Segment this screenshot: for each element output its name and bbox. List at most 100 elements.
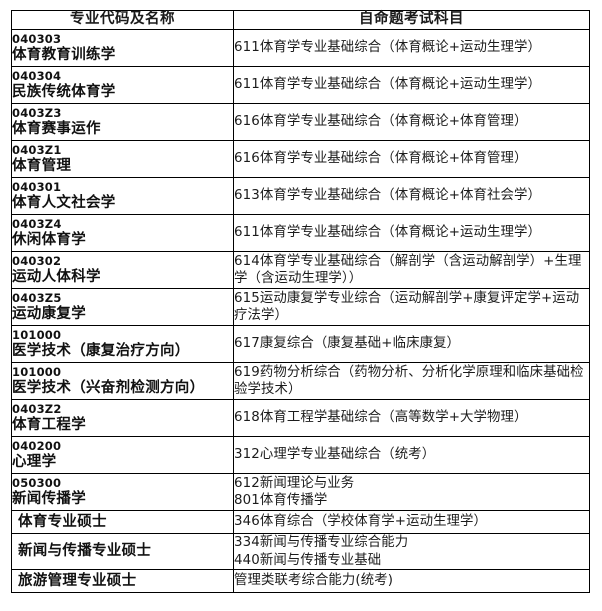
exam-subject-line: 管理类联考综合能力(统考) [234,573,394,589]
cell-program-code-name: 040302 运动人体科学 [11,251,234,289]
table-body: 040303 体育教育训练学 611体育学专业基础综合（体育概论+运动生理学） 040… [11,29,590,593]
program-name: 新闻传播学 [12,491,86,507]
table-row: 0403Z4 休闲体育学 611体育学专业基础综合（体育概论+运动生理学） [11,214,590,252]
exam-subject-line: 346体育综合（学校体育学+运动生理学） [234,514,488,530]
program-name: 休闲体育学 [12,232,86,248]
program-name: 医学技术（康复治疗方向） [12,343,190,359]
program-name: 民族传统体育学 [12,84,116,100]
exam-subject-line: 615运动康复学专业综合（运动解剖学+康复评定学+运动疗法学） [234,290,580,324]
cell-program-code-name: 旅游管理专业硕士 [11,569,234,593]
table-header: 专业代码及名称 自命题考试科目 [11,10,590,30]
exam-subject-line: 619药物分析综合（药物分析、分析化学原理和临床基础检验学技术） [234,364,584,398]
cell-program-code-name: 040200 心理学 [11,436,234,474]
program-code: 040303 [12,32,62,46]
column-header-code-name: 专业代码及名称 [11,10,234,30]
exam-subject-line: 616体育学专业基础综合（体育概论+体育管理） [234,151,528,167]
program-name: 体育人文社会学 [12,195,116,211]
program-name: 体育工程学 [12,417,86,433]
cell-exam-subjects: 346体育综合（学校体育学+运动生理学） [233,510,590,534]
table-row: 040302 运动人体科学 614体育学专业基础综合（解剖学（含运动解剖学）+生理学… [11,251,590,289]
exam-subject-line: 616体育学专业基础综合（体育概论+体育管理） [234,114,528,130]
exam-subject-line: 612新闻理论与业务 [234,475,355,491]
cell-program-code-name: 040301 体育人文社会学 [11,177,234,215]
cell-exam-subjects: 616体育学专业基础综合（体育概论+体育管理） [233,140,590,178]
program-code: 0403Z1 [12,143,62,157]
cell-exam-subjects: 管理类联考综合能力(统考) [233,569,590,593]
column-header-subject: 自命题考试科目 [233,10,590,30]
cell-exam-subjects: 334新闻与传播专业综合能力 440新闻与传播专业基础 [233,533,590,570]
program-name: 新闻与传播专业硕士 [18,543,152,559]
program-name: 体育管理 [12,158,72,174]
cell-exam-subjects: 312心理学专业基础综合（统考） [233,436,590,474]
cell-exam-subjects: 611体育学专业基础综合（体育概论+运动生理学） [233,214,590,252]
program-code: 0403Z3 [12,106,62,120]
table-row: 旅游管理专业硕士 管理类联考综合能力(统考) [11,569,590,593]
program-code: 040304 [12,69,62,83]
exam-subject-line: 611体育学专业基础综合（体育概论+运动生理学） [234,77,541,93]
exam-subject-line: 801体育传播学 [234,493,328,508]
table-row: 0403Z5 运动康复学 615运动康复学专业综合（运动解剖学+康复评定学+运动疗法… [11,288,590,326]
exam-subject-line: 614体育学专业基础综合（解剖学（含运动解剖学）+生理学（含运动生理学）） [234,253,582,287]
cell-exam-subjects: 615运动康复学专业综合（运动解剖学+康复评定学+运动疗法学） [233,288,590,326]
table-row: 0403Z1 体育管理 616体育学专业基础综合（体育概论+体育管理） [11,140,590,178]
program-name: 运动康复学 [12,306,86,322]
program-name: 运动人体科学 [12,269,101,285]
program-code: 0403Z2 [12,402,62,416]
cell-program-code-name: 0403Z4 休闲体育学 [11,214,234,252]
exam-subject-line: 611体育学专业基础综合（体育概论+运动生理学） [234,225,541,241]
cell-exam-subjects: 614体育学专业基础综合（解剖学（含运动解剖学）+生理学（含运动生理学）） [233,251,590,289]
table-row: 0403Z3 体育赛事运作 616体育学专业基础综合（体育概论+体育管理） [11,103,590,141]
table-row: 101000 医学技术（康复治疗方向） 617康复综合（康复基础+临床康复） [11,325,590,363]
exam-subject-line: 440新闻与传播专业基础 [234,552,382,568]
program-code: 101000 [12,328,62,342]
cell-program-code-name: 050300 新闻传播学 [11,473,234,511]
cell-exam-subjects: 613体育学专业基础综合（体育概论+体育社会学） [233,177,590,215]
table-row: 040304 民族传统体育学 611体育学专业基础综合（体育概论+运动生理学） [11,66,590,104]
cell-program-code-name: 0403Z5 运动康复学 [11,288,234,326]
cell-exam-subjects: 611体育学专业基础综合（体育概论+运动生理学） [233,29,590,67]
program-name: 心理学 [12,454,57,470]
cell-program-code-name: 体育专业硕士 [11,510,234,534]
cell-exam-subjects: 612新闻理论与业务 801体育传播学 [233,473,590,511]
table-row: 040301 体育人文社会学 613体育学专业基础综合（体育概论+体育社会学） [11,177,590,215]
exam-subject-table: 专业代码及名称 自命题考试科目 040303 体育教育训练学 611体育学专业基础综… [11,10,590,593]
table-row: 体育专业硕士 346体育综合（学校体育学+运动生理学） [11,510,590,534]
program-name: 旅游管理专业硕士 [18,572,137,589]
cell-program-code-name: 040303 体育教育训练学 [11,29,234,67]
exam-subject-line: 617康复综合（康复基础+临床康复） [234,336,461,352]
program-code: 0403Z5 [12,291,62,305]
cell-program-code-name: 0403Z1 体育管理 [11,140,234,178]
program-code: 040301 [12,180,62,194]
cell-program-code-name: 040304 民族传统体育学 [11,66,234,104]
table-row: 050300 新闻传播学 612新闻理论与业务 801体育传播学 [11,473,590,511]
table-row: 040200 心理学 312心理学专业基础综合（统考） [11,436,590,474]
cell-exam-subjects: 618体育工程学基础综合（高等数学+大学物理） [233,399,590,437]
cell-exam-subjects: 616体育学专业基础综合（体育概论+体育管理） [233,103,590,141]
cell-exam-subjects: 611体育学专业基础综合（体育概论+运动生理学） [233,66,590,104]
exam-subject-line: 334新闻与传播专业综合能力 [234,535,409,550]
program-code: 040302 [12,254,62,268]
cell-exam-subjects: 617康复综合（康复基础+临床康复） [233,325,590,363]
program-name: 体育专业硕士 [18,513,107,530]
table-row: 040303 体育教育训练学 611体育学专业基础综合（体育概论+运动生理学） [11,29,590,67]
program-code: 040200 [12,439,62,453]
cell-program-code-name: 101000 医学技术（兴奋剂检测方向） [11,362,234,400]
cell-program-code-name: 101000 医学技术（康复治疗方向） [11,325,234,363]
table-header-row: 专业代码及名称 自命题考试科目 [11,10,590,30]
program-name: 体育赛事运作 [12,121,101,137]
table-row: 101000 医学技术（兴奋剂检测方向） 619药物分析综合（药物分析、分析化学原理… [11,362,590,400]
table-row: 0403Z2 体育工程学 618体育工程学基础综合（高等数学+大学物理） [11,399,590,437]
program-code: 0403Z4 [12,217,62,231]
program-name: 医学技术（兴奋剂检测方向） [12,380,205,396]
exam-subject-line: 618体育工程学基础综合（高等数学+大学物理） [234,410,528,426]
exam-subject-line: 613体育学专业基础综合（体育概论+体育社会学） [234,188,541,204]
cell-exam-subjects: 619药物分析综合（药物分析、分析化学原理和临床基础检验学技术） [233,362,590,400]
exam-subject-line: 312心理学专业基础综合（统考） [234,447,436,463]
program-code: 101000 [12,365,62,379]
table-row: 新闻与传播专业硕士 334新闻与传播专业综合能力 440新闻与传播专业基础 [11,533,590,570]
exam-subject-line: 611体育学专业基础综合（体育概论+运动生理学） [234,40,541,56]
cell-program-code-name: 新闻与传播专业硕士 [11,533,234,570]
cell-program-code-name: 0403Z3 体育赛事运作 [11,103,234,141]
program-code: 050300 [12,476,62,490]
